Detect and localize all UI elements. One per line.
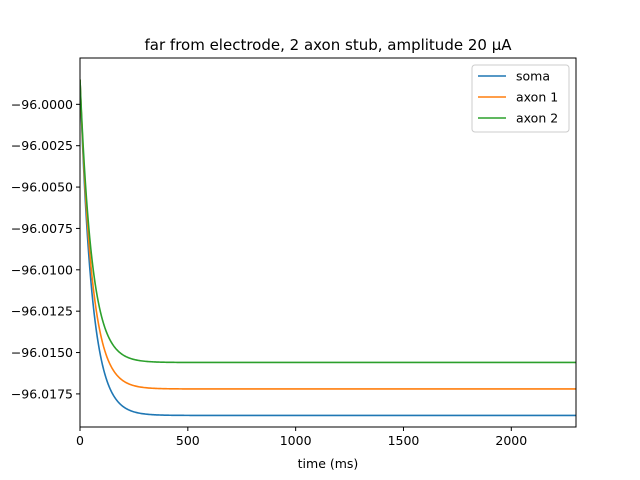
legend-label: axon 1 <box>516 90 558 105</box>
series-line-soma <box>80 79 576 417</box>
legend-label: soma <box>516 69 550 84</box>
x-tick-label: 500 <box>176 433 200 448</box>
y-tick-label: −96.0000 <box>11 97 73 112</box>
y-tick-label: −96.0175 <box>11 386 73 401</box>
y-tick-label: −96.0100 <box>11 262 73 277</box>
y-axis: −96.0000 −96.0025 −96.0050 −96.0075 −96.0100… <box>11 97 80 401</box>
y-tick-label: −96.0125 <box>11 304 73 319</box>
y-tick-label: −96.0075 <box>11 221 73 236</box>
series-layer <box>80 79 576 417</box>
y-tick-label: −96.0150 <box>11 345 73 360</box>
y-tick-label: −96.0025 <box>11 138 73 153</box>
legend-frame <box>471 64 570 133</box>
y-tick-label: −96.0050 <box>11 180 73 195</box>
chart-title: far from electrode, 2 axon stub, amplitu… <box>145 36 513 54</box>
series-line-axon-1 <box>80 79 576 390</box>
x-tick-label: 1000 <box>280 433 312 448</box>
plot-area <box>79 57 577 428</box>
x-tick-label: 0 <box>76 433 84 448</box>
plot-frame <box>79 57 577 428</box>
legend-label: axon 2 <box>516 111 558 126</box>
series-line-axon-2 <box>80 79 576 364</box>
x-axis-label: time (ms) <box>298 456 359 471</box>
x-axis: 0 500 1000 1500 2000 <box>76 427 527 448</box>
x-tick-label: 1500 <box>388 433 420 448</box>
x-tick-label: 2000 <box>495 433 527 448</box>
legend: soma axon 1 axon 2 <box>471 64 570 133</box>
